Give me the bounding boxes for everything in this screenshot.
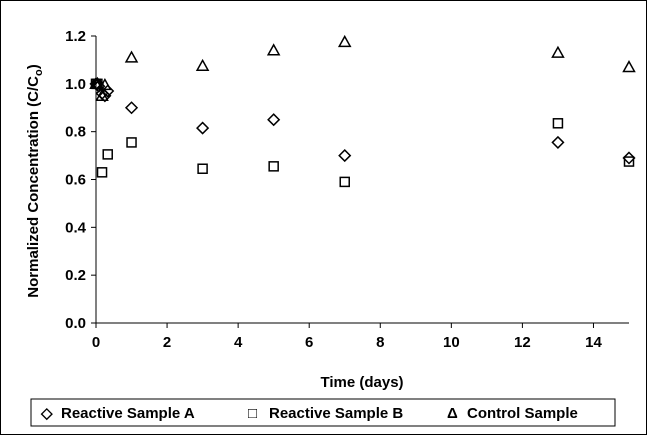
y-tick-label: 0.8: [65, 124, 86, 141]
data-point-control-sample: [266, 43, 281, 56]
data-point-reactive-sample-a: [338, 149, 352, 163]
x-ticks: 0 2 4 6 8 10 12 14: [92, 323, 602, 351]
x-tick-label: 8: [376, 334, 384, 351]
y-ticks: 0.0 0.2 0.4 0.6 0.8 1.0 1.2: [65, 28, 96, 332]
legend-item-reactive-sample-a: ◇ Reactive Sample A: [40, 405, 195, 422]
legend-label-reactive-sample-a: Reactive Sample A: [61, 405, 195, 422]
data-point-control-sample: [337, 34, 352, 48]
data-point-control-sample: [124, 50, 139, 63]
y-axis-title: Normalized Concentration (C/Co): [25, 64, 45, 297]
legend-symbol-triangle: Δ: [447, 405, 458, 422]
data-point-reactive-sample-b: [552, 118, 564, 129]
data-point-reactive-sample-b: [126, 137, 137, 148]
data-point-reactive-sample-b: [623, 156, 635, 167]
x-tick-label: 4: [234, 334, 243, 351]
x-tick-label: 12: [514, 334, 531, 351]
y-tick-label: 0.6: [65, 172, 86, 189]
data-point-control-sample: [551, 45, 565, 58]
y-axis-title-subscript: o: [33, 69, 45, 76]
x-tick-label: 2: [163, 334, 171, 351]
data-point-control-sample: [195, 58, 210, 72]
legend-label-reactive-sample-b: Reactive Sample B: [269, 405, 403, 422]
data-point-reactive-sample-b: [268, 161, 279, 172]
y-axis-title-close: ): [25, 64, 42, 69]
data-point-control-sample: [90, 76, 105, 89]
data-point-reactive-sample-a: [196, 121, 210, 135]
data-point-reactive-sample-a: [551, 135, 565, 149]
legend-item-control-sample: Δ Control Sample: [447, 405, 578, 422]
y-tick-label: 0.4: [65, 219, 87, 236]
legend-symbol-diamond: ◇: [40, 405, 53, 422]
data-point-reactive-sample-a: [267, 113, 281, 127]
legend-item-reactive-sample-b: □ Reactive Sample B: [248, 405, 403, 422]
y-tick-label: 0.2: [65, 267, 86, 284]
x-axis-title: Time (days): [320, 374, 403, 391]
data-point-control-sample: [622, 60, 636, 73]
data-point-reactive-sample-b: [96, 167, 108, 178]
data-point-control-sample: [95, 88, 109, 101]
x-tick-label: 14: [585, 334, 602, 351]
data-point-reactive-sample-b: [339, 176, 350, 188]
y-tick-label: 1.0: [65, 76, 86, 93]
legend: ◇ Reactive Sample A □ Reactive Sample B …: [30, 398, 616, 427]
axes: [95, 36, 629, 324]
legend-label-control-sample: Control Sample: [467, 405, 578, 422]
data-markers: [89, 34, 636, 188]
x-tick-label: 6: [305, 334, 313, 351]
data-point-reactive-sample-b: [102, 149, 113, 160]
x-tick-label: 10: [443, 334, 460, 351]
y-tick-label: 1.2: [65, 28, 86, 45]
data-point-reactive-sample-b: [197, 163, 208, 174]
legend-symbol-square: □: [248, 405, 257, 422]
data-point-reactive-sample-a: [124, 101, 139, 115]
data-point-reactive-sample-a: [622, 151, 636, 165]
x-tick-label: 0: [92, 334, 100, 351]
data-point-reactive-sample-a: [98, 89, 112, 103]
y-axis-title-main: Normalized Concentration (C/C: [25, 76, 42, 298]
data-point-control-sample: [98, 77, 112, 91]
legend-box: [30, 398, 616, 427]
y-tick-label: 0.0: [65, 315, 86, 332]
